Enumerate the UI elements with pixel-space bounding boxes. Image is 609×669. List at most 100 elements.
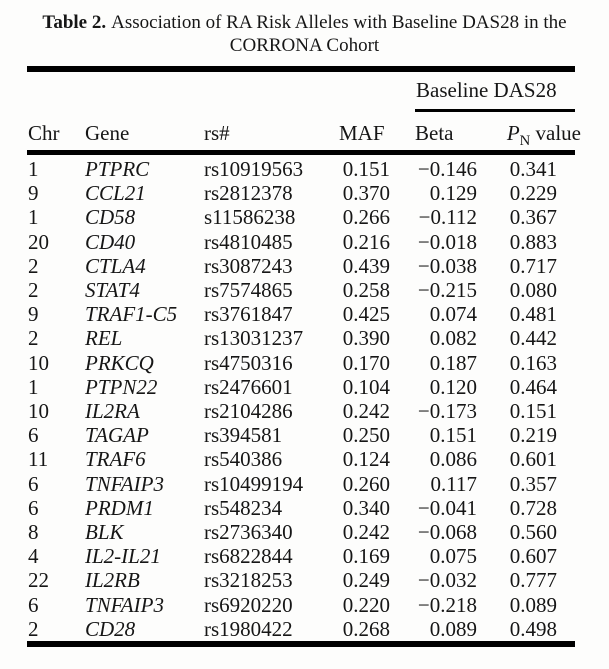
cell-beta: −0.218 (417, 592, 477, 617)
cell-beta: −0.215 (417, 278, 477, 303)
col-header-maf: MAF (339, 121, 385, 145)
col-header-rs: rs# (204, 121, 230, 145)
cell-maf: 0.439 (342, 253, 390, 278)
cell-rs: rs2104286 (204, 399, 293, 424)
cell-maf: 0.390 (342, 326, 390, 351)
cell-maf: 0.242 (342, 520, 390, 545)
cell-pn: 0.341 (509, 157, 557, 181)
col-header-beta: Beta (415, 121, 454, 145)
table-row: 6 TNFAIP3 rs10499194 0.260 0.117 0.357 (27, 472, 575, 496)
cell-pn: 0.728 (509, 495, 557, 520)
table-row: 20 CD40 rs4810485 0.216 −0.018 0.883 (27, 230, 575, 254)
cell-chr: 1 (28, 374, 39, 399)
cell-gene: PTPN22 (85, 374, 158, 399)
cell-gene: PRDM1 (85, 495, 154, 520)
table-title: Table 2. Association of RA Risk Alleles w… (0, 0, 609, 57)
cell-pn: 0.229 (509, 181, 557, 206)
cell-chr: 10 (28, 399, 49, 424)
cell-rs: rs548234 (204, 495, 283, 520)
cell-gene: TNFAIP3 (85, 471, 164, 496)
cell-gene: CD40 (85, 229, 136, 254)
table-row: 22 IL2RB rs3218253 0.249 −0.032 0.777 (27, 568, 575, 592)
cell-chr: 22 (28, 568, 49, 593)
cell-maf: 0.370 (342, 181, 390, 206)
cell-maf: 0.266 (342, 205, 390, 230)
cell-maf: 0.242 (342, 399, 390, 424)
cell-gene: REL (85, 326, 123, 351)
cell-pn: 0.498 (509, 616, 557, 641)
cell-beta: 0.120 (429, 374, 477, 399)
pn-value-label: PN value (506, 121, 582, 149)
cell-pn: 0.601 (509, 447, 557, 472)
cell-gene: CD28 (85, 616, 136, 641)
cell-pn: 0.464 (509, 374, 557, 399)
table-title-line2: CORRONA Cohort (229, 35, 380, 56)
cell-beta: −0.032 (417, 568, 477, 593)
table-row: 1 PTPRC rs10919563 0.151 −0.146 0.341 (27, 157, 575, 181)
cell-gene: CTLA4 (85, 253, 146, 278)
cell-gene: CD58 (85, 205, 136, 230)
cell-beta: 0.187 (429, 350, 477, 375)
cell-rs: rs3087243 (204, 253, 293, 278)
cell-chr: 10 (28, 350, 49, 375)
cell-rs: rs6822844 (204, 544, 293, 569)
table-row: 4 IL2-IL21 rs6822844 0.169 0.075 0.607 (27, 544, 575, 568)
cell-rs: rs3218253 (204, 568, 293, 593)
bottom-rule (27, 641, 575, 648)
cell-pn: 0.151 (509, 399, 557, 424)
cell-beta: −0.173 (417, 399, 477, 424)
cell-beta: 0.117 (430, 471, 477, 496)
cell-rs: rs3761847 (204, 302, 293, 327)
cell-pn: 0.717 (509, 253, 557, 278)
table-number: Table 2. (42, 12, 107, 33)
cell-pn: 0.163 (509, 350, 557, 375)
cell-beta: 0.089 (429, 616, 477, 641)
pn-symbol: P (506, 121, 520, 145)
cell-chr: 2 (28, 278, 39, 303)
cell-rs: rs13031237 (204, 326, 304, 351)
cell-beta: 0.086 (429, 447, 477, 472)
column-header-row: Chr Gene rs# MAF Beta PN value (27, 112, 581, 150)
col-header-pn-value: PN value (477, 112, 581, 150)
cell-maf: 0.104 (342, 374, 390, 399)
cell-rs: rs4750316 (204, 350, 293, 375)
data-table: 1 PTPRC rs10919563 0.151 −0.146 0.341 9 … (27, 157, 575, 641)
table-row: 1 CD58 s11586238 0.266 −0.112 0.367 (27, 205, 575, 229)
cell-maf: 0.340 (342, 495, 390, 520)
cell-pn: 0.367 (509, 205, 557, 230)
cell-maf: 0.425 (342, 302, 390, 327)
cell-beta: 0.074 (429, 302, 477, 327)
cell-chr: 8 (28, 520, 39, 545)
table-row: 10 PRKCQ rs4750316 0.170 0.187 0.163 (27, 351, 575, 375)
cell-beta: 0.075 (429, 544, 477, 569)
cell-maf: 0.220 (342, 592, 390, 617)
cell-maf: 0.169 (342, 544, 390, 569)
col-header-chr: Chr (28, 121, 60, 145)
cell-beta: −0.112 (418, 205, 477, 230)
table-row: 2 CD28 rs1980422 0.268 0.089 0.498 (27, 617, 575, 641)
cell-maf: 0.268 (342, 616, 390, 641)
table-row: 6 PRDM1 rs548234 0.340 −0.041 0.728 (27, 496, 575, 520)
table-body: 1 PTPRC rs10919563 0.151 −0.146 0.341 9 … (27, 157, 575, 641)
cell-gene: PRKCQ (85, 350, 154, 375)
cell-maf: 0.250 (342, 423, 390, 448)
cell-rs: rs2476601 (204, 374, 293, 399)
table-row: 9 CCL21 rs2812378 0.370 0.129 0.229 (27, 181, 575, 205)
cell-rs: rs10499194 (204, 471, 304, 496)
header-table: Baseline DAS28 Chr Gene rs# MAF Beta PN … (27, 72, 581, 150)
pn-value-word: value (535, 121, 582, 145)
cell-pn: 0.883 (509, 229, 557, 254)
cell-rs: rs394581 (204, 423, 283, 448)
table-row: 1 PTPN22 rs2476601 0.104 0.120 0.464 (27, 375, 575, 399)
table-row: 6 TNFAIP3 rs6920220 0.220 −0.218 0.089 (27, 593, 575, 617)
cell-gene: BLK (85, 520, 124, 545)
table-row: 9 TRAF1-C5 rs3761847 0.425 0.074 0.481 (27, 302, 575, 326)
cell-chr: 2 (28, 326, 39, 351)
cell-pn: 0.777 (509, 568, 557, 593)
cell-pn: 0.219 (509, 423, 557, 448)
cell-beta: 0.151 (429, 423, 477, 448)
cell-rs: rs6920220 (204, 592, 293, 617)
cell-maf: 0.151 (342, 157, 390, 181)
cell-rs: rs7574865 (204, 278, 293, 303)
cell-rs: rs2736340 (204, 520, 293, 545)
